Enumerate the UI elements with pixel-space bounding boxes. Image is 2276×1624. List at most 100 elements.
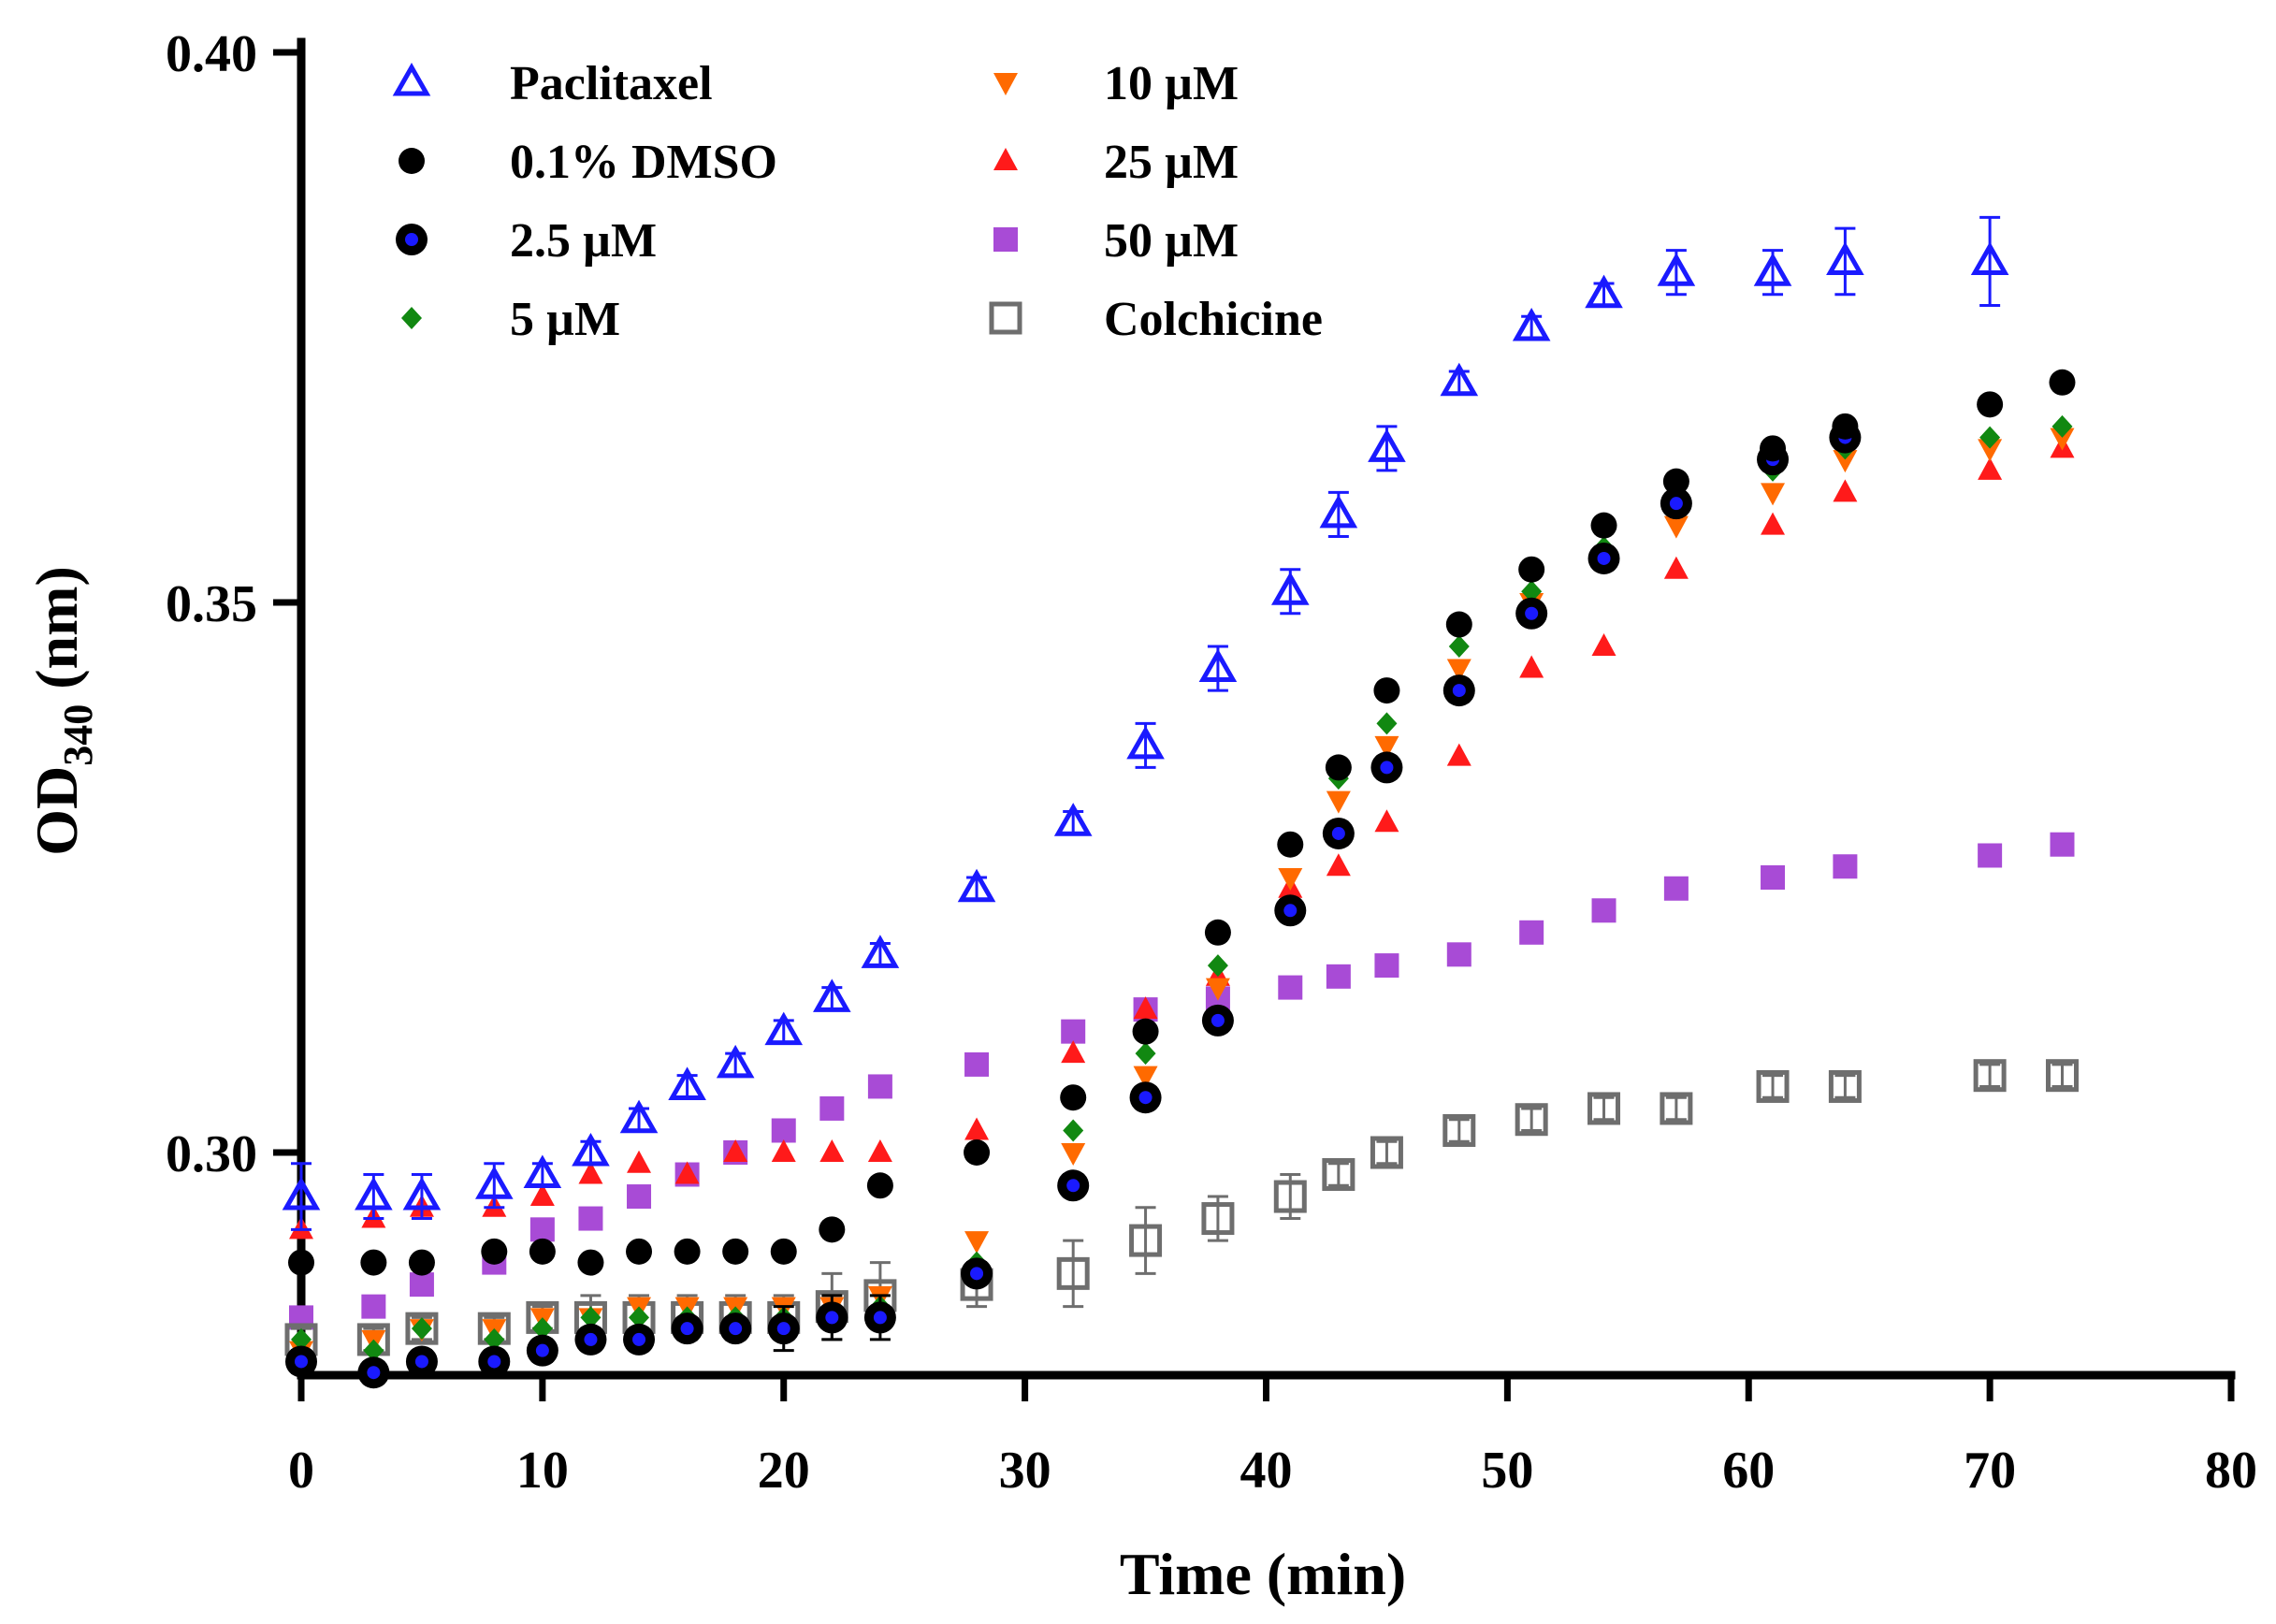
marker-center <box>584 1332 598 1346</box>
data-point <box>1126 725 1165 760</box>
data-point <box>957 868 996 903</box>
data-point <box>1370 1136 1403 1169</box>
legend-label: 25 µM <box>1104 136 1239 189</box>
data-point <box>674 1161 700 1184</box>
data-point <box>722 1238 749 1265</box>
data-point <box>1760 435 1787 462</box>
data-point <box>1445 611 1472 638</box>
data-point <box>1322 817 1355 849</box>
marker-center <box>414 1355 428 1369</box>
data-point <box>671 1312 703 1345</box>
y-axis-title-subscript: 340 <box>55 704 101 766</box>
marker-center <box>970 1267 984 1281</box>
data-point <box>627 1150 652 1173</box>
data-point <box>819 1095 845 1121</box>
marker-center <box>1597 551 1611 565</box>
data-point <box>1446 743 1471 766</box>
data-point <box>1591 633 1616 657</box>
data-point <box>1590 512 1617 539</box>
data-point <box>1201 1004 1234 1037</box>
series-paclitaxel <box>282 215 2009 1231</box>
data-point <box>867 1139 892 1162</box>
data-point <box>1133 996 1158 1020</box>
data-point <box>1446 942 1471 967</box>
data-point <box>1132 1018 1159 1045</box>
data-point <box>1663 515 1689 539</box>
data-point <box>1201 1202 1235 1236</box>
series-layer <box>282 215 2079 1389</box>
data-point <box>2050 428 2075 451</box>
data-point <box>626 1238 653 1265</box>
data-point <box>484 1327 505 1351</box>
data-point <box>1205 978 1230 1001</box>
legend-label: Paclitaxel <box>510 57 713 110</box>
data-point <box>523 1154 562 1189</box>
legend-marker <box>993 227 1018 252</box>
data-point <box>961 1257 993 1290</box>
data-point <box>771 1139 796 1162</box>
marker-center <box>1138 1091 1152 1105</box>
data-point <box>361 1294 386 1319</box>
marker-center <box>405 233 418 246</box>
data-point <box>1446 659 1471 682</box>
y-axis-title: OD340 (nm) <box>23 566 101 856</box>
data-point <box>1374 809 1399 833</box>
data-point <box>1057 1169 1090 1202</box>
marker-center <box>729 1322 743 1336</box>
data-point <box>716 1044 755 1079</box>
data-point <box>531 1317 553 1341</box>
x-tick-label: 60 <box>1722 1442 1775 1500</box>
legend-label: 5 µM <box>510 293 620 346</box>
legend-item: 0.1% DMSO <box>399 136 777 189</box>
data-point <box>719 1312 752 1345</box>
marker-center <box>680 1322 694 1336</box>
marker-center <box>1380 761 1394 775</box>
data-point <box>1832 413 1859 440</box>
marker-center <box>1066 1179 1080 1193</box>
marker-center <box>873 1311 887 1325</box>
data-point <box>819 1216 846 1243</box>
data-point <box>526 1334 558 1367</box>
data-point <box>1326 790 1351 814</box>
marker-center <box>632 1332 646 1346</box>
data-point <box>1061 1019 1086 1044</box>
data-point <box>1657 253 1696 286</box>
data-point <box>2049 369 2076 396</box>
data-point <box>1585 274 1623 309</box>
data-point <box>964 1051 990 1077</box>
data-point <box>1512 307 1551 341</box>
legend-label: 50 µM <box>1104 214 1239 268</box>
data-point <box>529 1183 555 1207</box>
marker-center <box>295 1355 308 1369</box>
series-colchicine <box>284 1059 2079 1356</box>
data-point <box>863 1301 896 1334</box>
data-point <box>408 1249 435 1276</box>
data-point <box>481 1238 508 1265</box>
data-point <box>1833 450 1858 473</box>
data-point <box>363 1339 384 1362</box>
x-tick-label: 40 <box>1240 1442 1293 1500</box>
data-point <box>1368 428 1406 462</box>
legend-item: 50 µM <box>993 214 1239 268</box>
data-point <box>627 1184 652 1210</box>
data-point <box>2050 832 2075 857</box>
data-point <box>623 1323 656 1356</box>
legend-item: 25 µM <box>993 136 1239 189</box>
data-point <box>285 1345 317 1378</box>
marker-center <box>487 1355 501 1369</box>
data-point <box>282 1177 321 1211</box>
data-point <box>1833 479 1858 502</box>
data-point <box>288 1249 314 1276</box>
series-10-m <box>289 428 2075 1364</box>
data-point <box>1277 831 1304 858</box>
data-point <box>578 1161 603 1184</box>
x-tick-label: 80 <box>2205 1442 2257 1500</box>
data-point <box>578 1206 603 1231</box>
legend-marker <box>401 307 422 329</box>
data-point <box>411 1317 432 1341</box>
data-point <box>1319 494 1358 529</box>
data-point <box>813 979 851 1012</box>
data-point <box>1129 1081 1162 1114</box>
x-tick-label: 20 <box>758 1442 810 1500</box>
